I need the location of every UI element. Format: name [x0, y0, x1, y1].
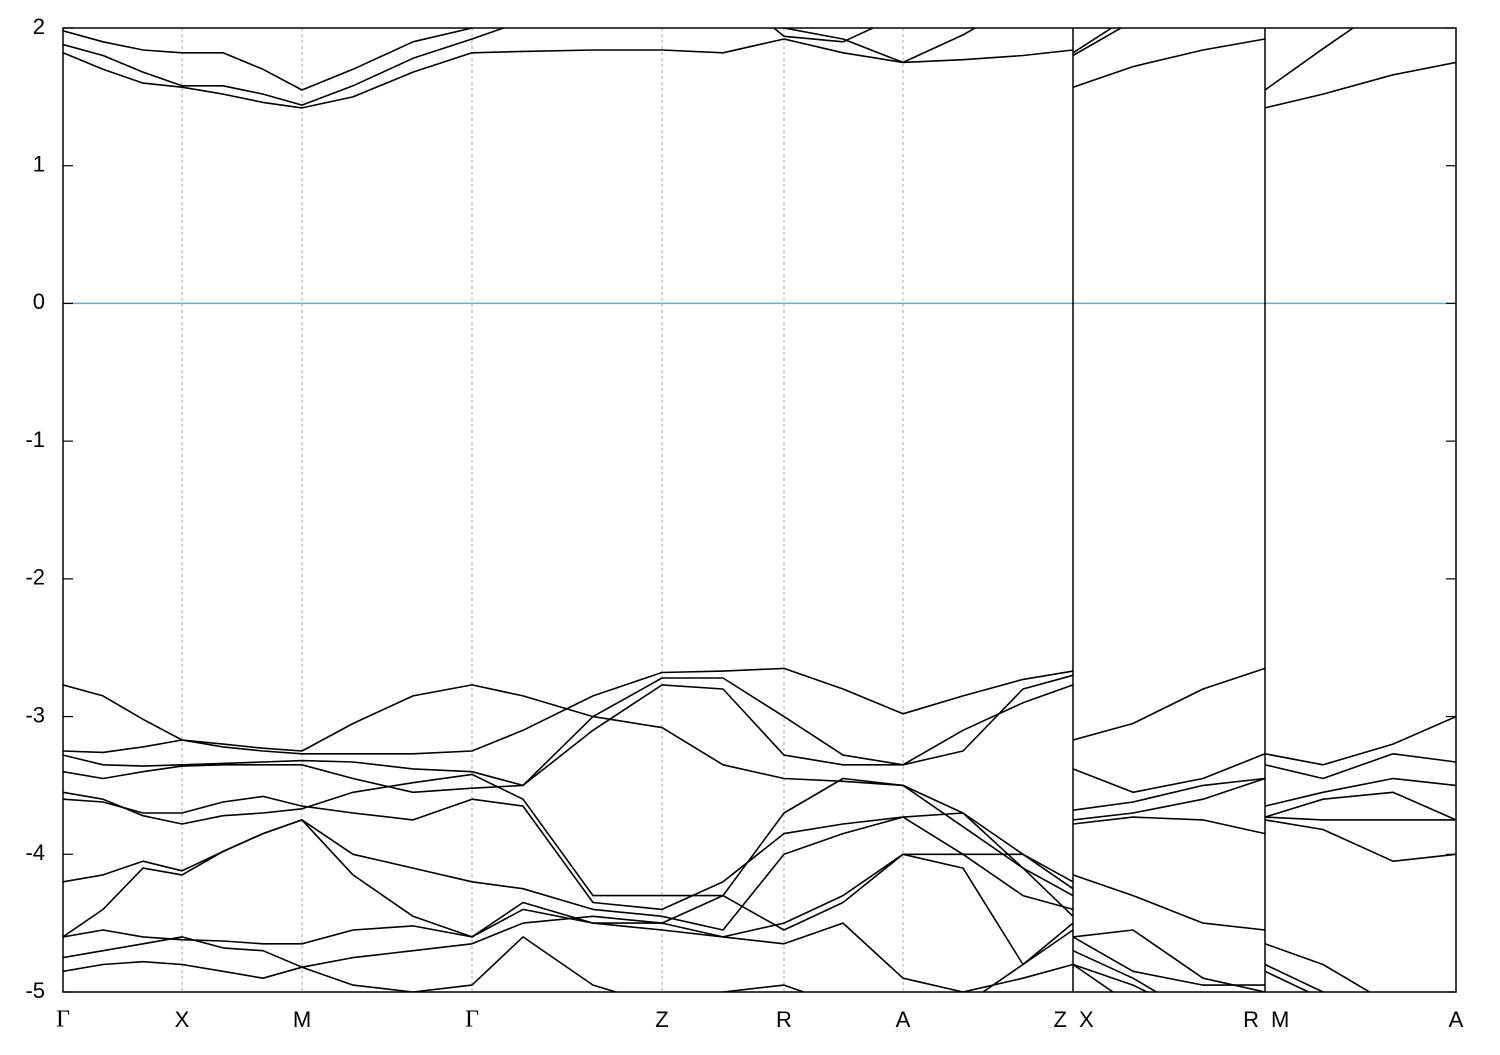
y-tick-label: -3 — [25, 702, 45, 727]
band-line — [63, 853, 1311, 992]
band-line — [63, 667, 1456, 794]
y-tick-label: 1 — [33, 152, 45, 177]
bands — [63, 28, 1456, 992]
y-tick-label: -5 — [25, 978, 45, 1003]
x-tick-label: M — [1271, 1007, 1289, 1032]
band-line — [63, 667, 1456, 897]
band-line — [63, 773, 1456, 897]
band-line — [63, 922, 1149, 992]
band-line — [63, 819, 1325, 992]
x-tick-label: X — [1079, 1007, 1094, 1032]
grid — [181, 28, 904, 992]
x-tick-label: R — [776, 1007, 792, 1032]
plot-frame — [62, 27, 1457, 993]
y-tick-label: -1 — [25, 427, 45, 452]
band-line — [63, 28, 1355, 106]
band-line — [63, 795, 1456, 931]
y-tick-label: 2 — [33, 14, 45, 39]
band-line — [63, 674, 1456, 811]
band-line — [63, 915, 1267, 992]
y-tick-label: -2 — [25, 565, 45, 590]
x-tick-label: M — [293, 1007, 311, 1032]
x-tick-label: Γ — [56, 1007, 70, 1033]
x-tick-label: A — [896, 1007, 911, 1032]
y-tick-label: -4 — [25, 840, 45, 865]
band-line — [63, 38, 1456, 109]
y-tick-label: 0 — [33, 289, 45, 314]
x-tick-label: A — [1449, 1007, 1464, 1032]
x-tick-label: R — [1243, 1007, 1259, 1032]
x-tick-label: X — [175, 1007, 190, 1032]
x-tick-label: Γ — [465, 1007, 479, 1033]
band-line — [63, 28, 1114, 91]
x-tick-label: Z — [655, 1007, 668, 1032]
x-tick-label: Z — [1054, 1007, 1067, 1032]
